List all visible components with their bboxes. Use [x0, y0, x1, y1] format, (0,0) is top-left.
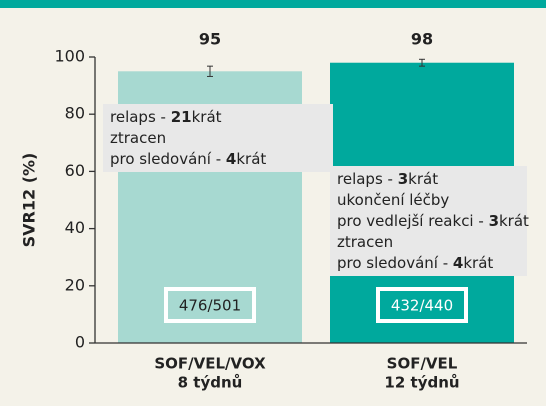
value-label: 98: [411, 30, 433, 49]
y-tick-label: 100: [54, 47, 85, 66]
x-tick-sublabel: 12 týdnů: [384, 374, 459, 392]
annotation-text: krát: [236, 150, 266, 168]
x-tick-sublabel: 8 týdnů: [178, 374, 243, 392]
annotation-line: ztracen: [110, 129, 166, 147]
annotation-line: ukončení léčby: [337, 191, 449, 209]
x-tick-label: SOF/VEL/VOX: [154, 355, 266, 373]
annotation-text: ztracen: [337, 233, 393, 251]
count-label: 476/501: [179, 297, 241, 315]
annotation-line: relaps - 3krát: [337, 170, 438, 188]
y-tick-label: 80: [65, 104, 85, 123]
annotation-text: pro sledování -: [337, 254, 453, 272]
annotation-text: krát: [499, 212, 529, 230]
annotation-text: 4: [453, 254, 463, 272]
y-axis-label: SVR12 (%): [20, 153, 39, 248]
annotation-text: pro sledování -: [110, 150, 226, 168]
top-band: [0, 0, 546, 8]
annotation-text: 3: [398, 170, 408, 188]
y-tick-label: 60: [65, 161, 85, 180]
annotation-text: krát: [408, 170, 438, 188]
annotation-box: [330, 166, 527, 276]
x-tick-label: SOF/VEL: [387, 355, 458, 373]
annotation-text: pro vedlejší reakci -: [337, 212, 489, 230]
annotation-text: 4: [226, 150, 236, 168]
y-tick-label: 40: [65, 218, 85, 237]
annotation-text: 21: [171, 108, 192, 126]
value-label: 95: [199, 30, 221, 49]
annotation-text: relaps -: [337, 170, 398, 188]
annotation-line: pro sledování - 4krát: [110, 150, 266, 168]
annotation-text: 3: [489, 212, 499, 230]
annotation-line: ztracen: [337, 233, 393, 251]
count-label: 432/440: [391, 297, 453, 315]
annotation-line: relaps - 21krát: [110, 108, 222, 126]
annotation-line: pro vedlejší reakci - 3krát: [337, 212, 529, 230]
annotation-box: [103, 104, 333, 172]
annotation-text: krát: [192, 108, 222, 126]
annotation-text: krát: [463, 254, 493, 272]
annotation-text: relaps -: [110, 108, 171, 126]
annotation-text: ztracen: [110, 129, 166, 147]
annotation-text: ukončení léčby: [337, 191, 449, 209]
annotation-line: pro sledování - 4krát: [337, 254, 493, 272]
y-tick-label: 20: [65, 275, 85, 294]
count-box: [376, 287, 468, 323]
y-tick-label: 0: [75, 333, 85, 352]
count-box: [164, 287, 256, 323]
